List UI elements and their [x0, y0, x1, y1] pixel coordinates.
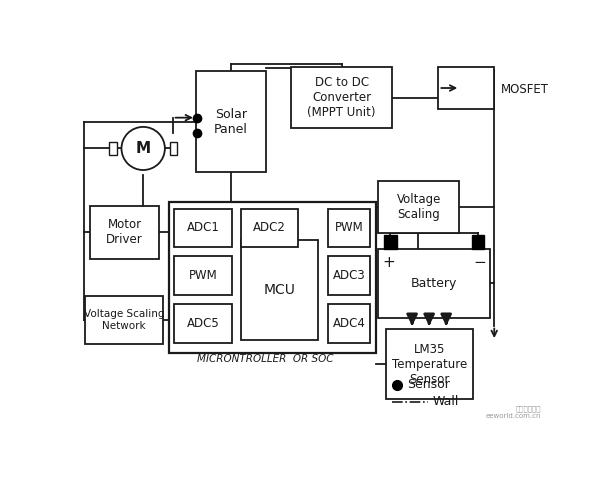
Text: PWM: PWM — [335, 221, 364, 234]
Text: Voltage Scaling
Network: Voltage Scaling Network — [84, 310, 164, 331]
Bar — [170, 142, 178, 156]
FancyBboxPatch shape — [90, 206, 159, 259]
FancyBboxPatch shape — [328, 304, 370, 343]
Text: Wall: Wall — [432, 396, 459, 408]
FancyBboxPatch shape — [328, 208, 370, 247]
FancyBboxPatch shape — [241, 240, 318, 340]
Text: ADC5: ADC5 — [187, 317, 219, 330]
FancyBboxPatch shape — [378, 181, 459, 233]
Text: MOSFET: MOSFET — [501, 84, 548, 96]
FancyBboxPatch shape — [85, 296, 162, 344]
Text: +: + — [382, 255, 395, 270]
FancyBboxPatch shape — [328, 256, 370, 295]
Bar — [384, 235, 396, 249]
FancyBboxPatch shape — [378, 249, 490, 318]
FancyBboxPatch shape — [174, 256, 231, 295]
Text: Solar
Panel: Solar Panel — [214, 108, 248, 135]
Text: ADC4: ADC4 — [333, 317, 365, 330]
FancyBboxPatch shape — [439, 67, 494, 109]
Circle shape — [121, 127, 165, 170]
Text: ADC1: ADC1 — [187, 221, 219, 234]
Text: M: M — [136, 141, 151, 156]
Text: −: − — [473, 255, 486, 270]
FancyBboxPatch shape — [168, 203, 376, 352]
Text: Sensor: Sensor — [407, 378, 450, 391]
Text: Battery: Battery — [411, 276, 458, 290]
Text: LM35
Temperature
Sensor: LM35 Temperature Sensor — [391, 343, 467, 385]
FancyBboxPatch shape — [386, 329, 473, 399]
Text: ADC3: ADC3 — [333, 269, 365, 282]
FancyBboxPatch shape — [241, 208, 298, 247]
Text: ADC2: ADC2 — [253, 221, 286, 234]
FancyBboxPatch shape — [174, 208, 231, 247]
Bar — [472, 235, 484, 249]
Bar — [109, 142, 117, 156]
Text: MICRONTROLLER  OR SOC: MICRONTROLLER OR SOC — [198, 354, 334, 364]
Text: 电子工程世界
eeworld.com.cn: 电子工程世界 eeworld.com.cn — [485, 406, 541, 420]
Text: DC to DC
Converter
(MPPT Unit): DC to DC Converter (MPPT Unit) — [307, 76, 376, 119]
Text: PWM: PWM — [188, 269, 217, 282]
FancyBboxPatch shape — [291, 67, 392, 129]
Text: MCU: MCU — [264, 283, 296, 297]
Text: Motor
Driver: Motor Driver — [106, 218, 143, 246]
Text: Voltage
Scaling: Voltage Scaling — [396, 193, 441, 221]
FancyBboxPatch shape — [196, 72, 265, 171]
FancyBboxPatch shape — [174, 304, 231, 343]
